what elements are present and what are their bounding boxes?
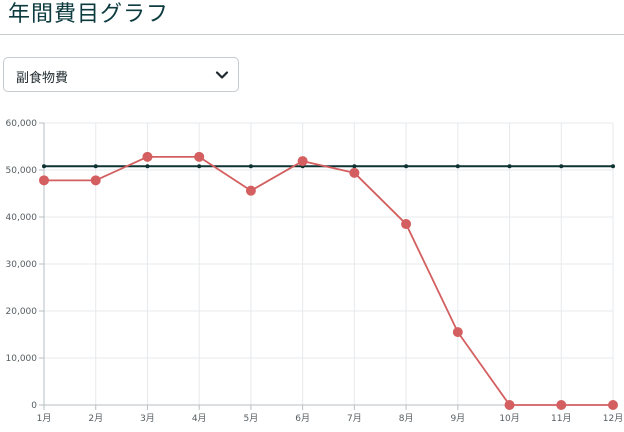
reference-line-point [507,164,512,169]
x-tick-label: 5月 [244,413,259,424]
reference-line-point [455,164,460,169]
series-point [90,175,101,186]
series-point [142,151,153,162]
reference-line-point [93,164,98,169]
x-tick-label: 3月 [140,413,155,424]
series-group [39,151,618,410]
y-tick-label: 60,000 [6,119,38,129]
reference-line-point [145,164,150,169]
x-tick-label: 4月 [192,413,207,424]
y-tick-labels: 0 10,000 20,000 30,000 40,000 50,000 60,000 [6,119,38,411]
x-tick-label: 2月 [88,413,103,424]
y-tick-label: 30,000 [6,260,38,270]
series-point [608,400,618,410]
reference-line-point [611,164,615,169]
grid-lines [44,122,614,406]
series-point [452,327,463,338]
series-point [245,185,256,196]
series-point [504,400,515,410]
series-line [44,155,613,406]
series-point [39,175,49,186]
series-point [194,151,205,162]
x-tick-label: 10月 [499,413,519,424]
y-tick-label: 50,000 [6,166,38,176]
reference-line-point [352,164,357,169]
x-tick-label: 6月 [295,413,310,424]
x-tick-label: 12月 [603,413,623,424]
x-tick-label: 9月 [450,413,465,424]
y-tick-label: 40,000 [6,213,38,223]
reference-line-point [248,164,253,169]
x-tick-labels: 1月 2月 3月 4月 5月 6月 7月 8月 9月 10月 11月 12月 [37,413,624,424]
title-divider [0,34,624,35]
chevron-down-icon [215,71,229,79]
series-point [556,400,567,410]
x-tick-label: 11月 [551,413,571,424]
y-tick-label: 10,000 [6,354,38,364]
reference-line-point [197,164,202,169]
category-select-value: 副食物費 [16,71,69,86]
x-tick-label: 7月 [347,413,362,424]
y-tick-label: 0 [31,401,37,411]
reference-line-point [42,164,46,169]
y-tick-label: 20,000 [6,307,38,317]
category-select[interactable]: 副食物費 [3,57,239,92]
series-point [349,167,360,178]
expense-line-chart: 0 10,000 20,000 30,000 40,000 50,000 60,000 1月… [6,119,624,424]
x-tick-label: 8月 [399,413,414,424]
x-tick-label: 1月 [37,413,52,424]
series-point [297,156,308,167]
reference-line-point [559,164,564,169]
reference-line-point [404,164,409,169]
page-title: 年間費目グラフ [8,2,170,27]
series-point [401,219,412,230]
